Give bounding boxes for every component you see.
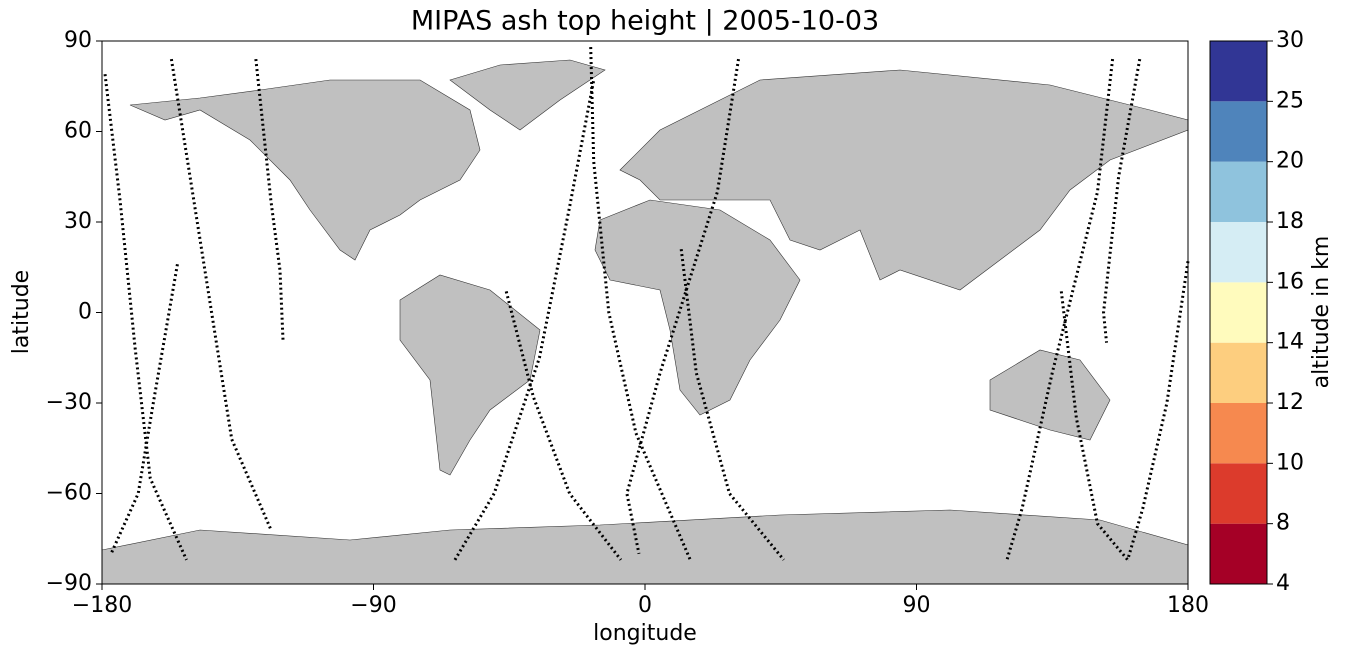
x-tick-label: 90 — [903, 593, 931, 618]
orbit-track — [1126, 260, 1190, 561]
x-tick-label: 180 — [1167, 593, 1209, 618]
colorbar-tick-label: 12 — [1276, 390, 1304, 415]
colorbar-tick-label: 14 — [1276, 330, 1304, 355]
orbit-track — [1059, 291, 1129, 561]
orbit-track — [589, 46, 692, 561]
y-tick-label: 30 — [64, 209, 92, 234]
orbit-track — [109, 263, 179, 555]
x-tick-label: 0 — [638, 593, 652, 618]
colorbar-label: altitude in km — [1309, 236, 1334, 389]
chart-title: MIPAS ash top height | 2005-10-03 — [411, 6, 879, 37]
y-tick-label: −90 — [46, 571, 92, 596]
y-tick-label: 0 — [78, 300, 92, 325]
colorbar-tick-label: 8 — [1276, 511, 1290, 536]
colorbar-bin — [1210, 222, 1267, 283]
colorbar-tick-label: 30 — [1276, 28, 1304, 53]
colorbar-bin — [1210, 523, 1267, 584]
colorbar-bin — [1210, 41, 1267, 102]
colorbar-tick-label: 20 — [1276, 149, 1304, 174]
x-tick-label: −180 — [72, 593, 132, 618]
y-tick-label: −30 — [46, 390, 92, 415]
orbit-track — [1005, 58, 1115, 561]
orbit-track — [103, 74, 188, 561]
colorbar-tick-label: 10 — [1276, 450, 1304, 475]
australia — [989, 349, 1111, 441]
colorbar-tick-label: 4 — [1276, 571, 1290, 596]
colorbar-frame — [1209, 40, 1268, 585]
y-tick-label: 60 — [64, 119, 92, 144]
south-america — [399, 274, 541, 476]
y-axis-label: latitude — [9, 270, 34, 354]
colorbar-bin — [1210, 282, 1267, 343]
colorbar-tick-label: 25 — [1276, 88, 1304, 113]
x-axis-label: longitude — [593, 621, 697, 646]
colorbar-bin — [1210, 463, 1267, 524]
africa — [594, 199, 801, 416]
y-tick-label: −60 — [46, 481, 92, 506]
orbit-track — [169, 58, 273, 531]
colorbar-tick-label: 18 — [1276, 209, 1304, 234]
land — [101, 59, 1189, 585]
orbit-track — [453, 79, 596, 561]
orbit-track — [1102, 58, 1142, 343]
colorbar-bin — [1210, 101, 1267, 162]
antarctica — [101, 509, 1189, 585]
y-tick-label: 90 — [64, 28, 92, 53]
colorbar-tick-label: 16 — [1276, 269, 1304, 294]
greenland — [449, 59, 606, 131]
colorbar-bin — [1210, 342, 1267, 403]
colorbar-bin — [1210, 161, 1267, 222]
orbit-track — [254, 58, 285, 340]
orbit-track — [504, 291, 623, 561]
north-america — [129, 79, 481, 261]
x-tick-label: −90 — [350, 593, 396, 618]
eurasia — [619, 69, 1189, 291]
colorbar-bin — [1210, 403, 1267, 464]
